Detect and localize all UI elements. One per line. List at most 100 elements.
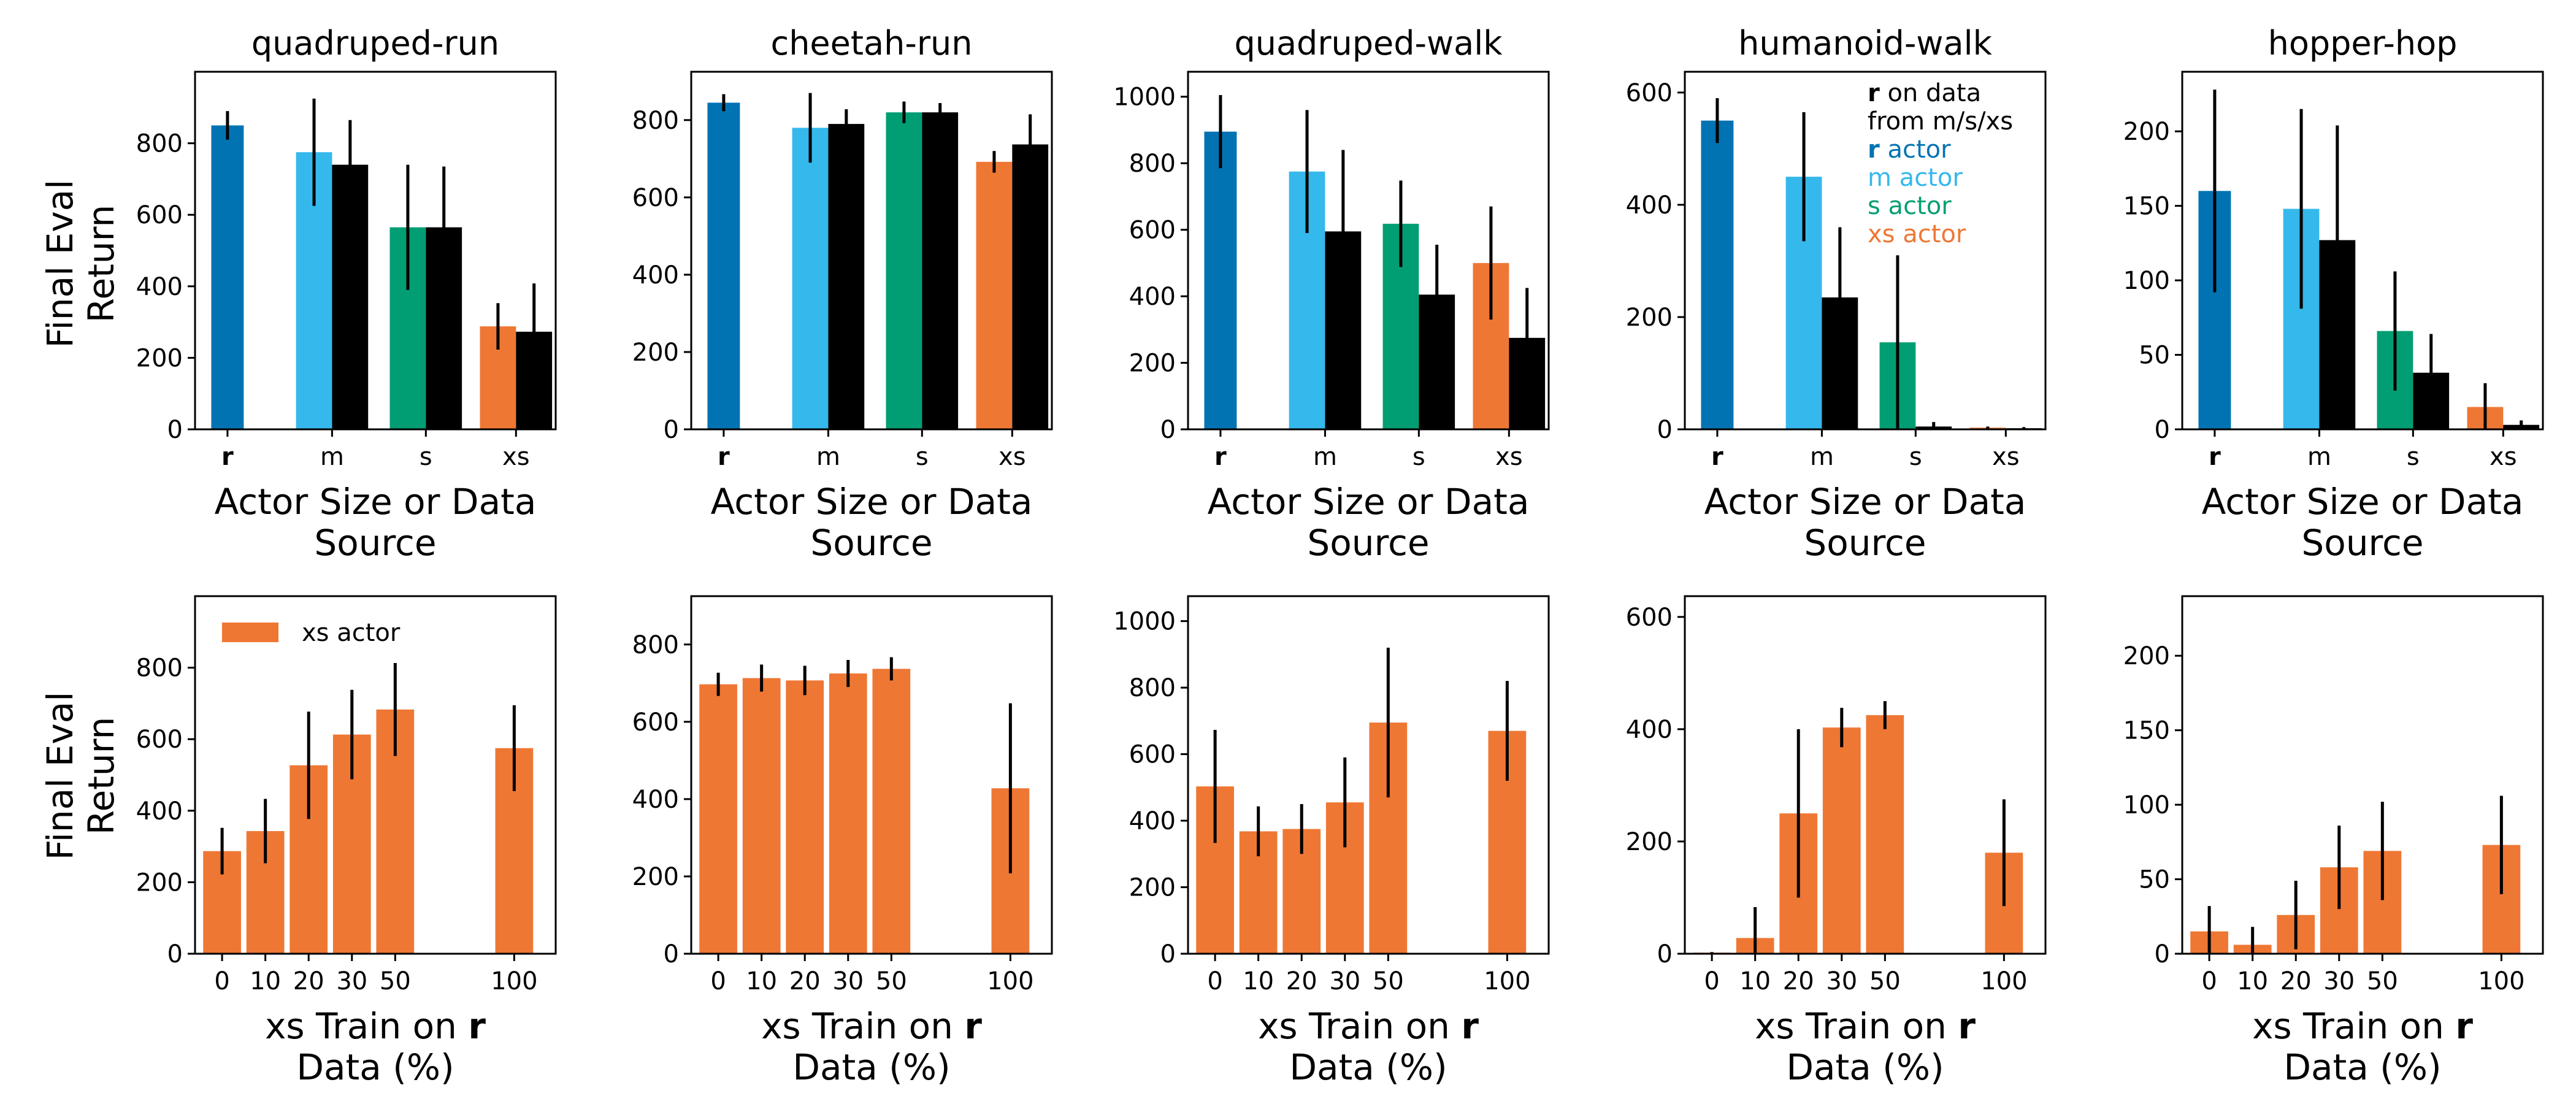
bar-xs-10 <box>742 678 781 954</box>
panel-top-1: r m s xs 0 200 400 600 800 quadruped-run Actor Siz… <box>136 24 557 564</box>
x-axis-label-line1: xs Train on r <box>1258 1005 1479 1047</box>
x-tick-label-r: r <box>2209 443 2221 471</box>
x-tick-label-xs: xs <box>1992 443 2020 471</box>
x-tick-label-s: s <box>1413 443 1425 471</box>
x-tick-label-10: 10 <box>2237 967 2268 995</box>
x-tick-label-20: 20 <box>789 967 821 995</box>
y-tick-label-200: 200 <box>1626 828 1673 856</box>
y-tick-label-800: 800 <box>136 654 183 683</box>
x-axis-label-bold-r: r <box>1958 1005 1976 1047</box>
y-tick-label-800: 800 <box>632 107 679 135</box>
x-tick-label-50: 50 <box>1373 967 1404 995</box>
y-tick-label-600: 600 <box>1129 217 1176 245</box>
x-tick-label-0: 0 <box>710 967 726 995</box>
x-tick-label-30: 30 <box>336 967 367 995</box>
y-tick-label-600: 600 <box>1626 79 1673 107</box>
x-tick-label-100: 100 <box>2478 967 2524 995</box>
bar-xs-30 <box>1822 727 1861 954</box>
y-tick-label-800: 800 <box>1129 674 1176 702</box>
y-axis-label-top-line1: Final Eval <box>39 180 81 348</box>
x-axis-label-line2: Data (%) <box>1289 1046 1447 1088</box>
y-tick-label-200: 200 <box>136 344 183 372</box>
y-tick-label-400: 400 <box>1129 283 1176 311</box>
y-tick-label-200: 200 <box>632 339 679 367</box>
bar-actor-xs <box>976 161 1013 429</box>
y-tick-label-200: 200 <box>632 863 679 891</box>
y-tick-label-400: 400 <box>632 261 679 289</box>
panel-title: cheetah-run <box>771 24 973 63</box>
bar-xs-0 <box>699 684 737 954</box>
x-axis-label-prefix: xs Train on <box>1258 1005 1461 1047</box>
y-tick-label-400: 400 <box>136 273 183 301</box>
panel-top-2: r m s xs 0 200 400 600 800 cheetah-run Actor Size … <box>632 24 1053 564</box>
plot-frame <box>2181 71 2544 431</box>
panel-top-5: r m s xs 0 50 100 150 200 hopper-hop Actor Size or… <box>2123 24 2544 564</box>
y-tick-label-600: 600 <box>1129 741 1176 769</box>
y-tick-label-0: 0 <box>664 416 679 444</box>
x-axis-label-line1: Actor Size or Data <box>2202 481 2524 523</box>
y-tick-label-0: 0 <box>1160 416 1176 444</box>
x-tick-label-10: 10 <box>250 967 281 995</box>
bar-actor-r <box>211 125 244 429</box>
bar-actor-m <box>792 128 829 429</box>
x-axis-label-line2: Data (%) <box>2283 1046 2441 1088</box>
panel-top-4: r m s xs 0 200 400 600 humanoid-walk Actor Size o… <box>1626 24 2047 564</box>
y-tick-label-200: 200 <box>2123 118 2170 146</box>
x-tick-label-20: 20 <box>1286 967 1317 995</box>
x-axis-label-prefix: xs Train on <box>1755 1005 1958 1047</box>
bar-actor-r <box>1204 131 1237 430</box>
x-tick-label-50: 50 <box>380 967 411 995</box>
y-tick-label-50: 50 <box>2139 866 2170 894</box>
bar-actor-s <box>886 112 922 430</box>
plot-frame <box>194 595 557 955</box>
x-axis-label-line1: xs Train on r <box>761 1005 982 1047</box>
x-tick-label-30: 30 <box>2323 967 2355 995</box>
y-tick-label-1000: 1000 <box>1113 83 1176 112</box>
y-tick-label-0: 0 <box>167 416 183 444</box>
y-tick-label-0: 0 <box>1657 416 1673 444</box>
x-tick-label-50: 50 <box>2367 967 2398 995</box>
x-tick-label-m: m <box>816 443 840 471</box>
x-tick-label-50: 50 <box>876 967 907 995</box>
y-tick-label-400: 400 <box>1129 807 1176 835</box>
panel-title: quadruped-walk <box>1234 24 1503 63</box>
x-tick-label-10: 10 <box>746 967 777 995</box>
x-tick-label-100: 100 <box>987 967 1033 995</box>
y-tick-label-600: 600 <box>136 201 183 229</box>
bar-r-on-data-s <box>922 112 959 430</box>
y-tick-label-100: 100 <box>2123 791 2170 819</box>
x-tick-label-20: 20 <box>1783 967 1814 995</box>
x-tick-label-s: s <box>420 443 432 471</box>
legend-r-on-data: r on data <box>1868 79 1981 107</box>
bar-xs-20 <box>786 680 824 954</box>
y-axis-label-bottom-line1: Final Eval <box>39 692 81 861</box>
x-axis-label-bold-r: r <box>964 1005 982 1047</box>
plot-frame <box>2181 595 2544 955</box>
y-tick-label-50: 50 <box>2139 342 2170 370</box>
legend-bottom: xs actor <box>222 619 401 647</box>
x-tick-label-20: 20 <box>293 967 324 995</box>
x-axis-label-line2: Data (%) <box>1786 1046 1944 1088</box>
legend-bottom-swatch <box>222 623 278 642</box>
x-axis-label-line2: Source <box>1804 522 1926 564</box>
y-tick-label-400: 400 <box>1626 716 1673 744</box>
x-tick-label-50: 50 <box>1869 967 1901 995</box>
y-tick-label-200: 200 <box>136 868 183 897</box>
bar-actor-r <box>1701 120 1734 429</box>
y-tick-label-1000: 1000 <box>1113 608 1176 636</box>
legend-xs-actor: xs actor <box>1868 220 1966 248</box>
x-tick-label-0: 0 <box>1207 967 1222 995</box>
plot-frame <box>1187 71 1550 431</box>
x-axis-label-line1: Actor Size or Data <box>711 481 1033 523</box>
legend-top: r on data from m/s/xs r actor m actor s … <box>1868 79 2013 248</box>
y-tick-label-800: 800 <box>136 130 183 158</box>
x-tick-label-r: r <box>1214 443 1227 471</box>
legend-r-actor: r actor <box>1868 136 1951 164</box>
x-tick-label-0: 0 <box>214 967 229 995</box>
panel-title: hopper-hop <box>2268 24 2458 63</box>
panel-title: quadruped-run <box>251 24 499 63</box>
